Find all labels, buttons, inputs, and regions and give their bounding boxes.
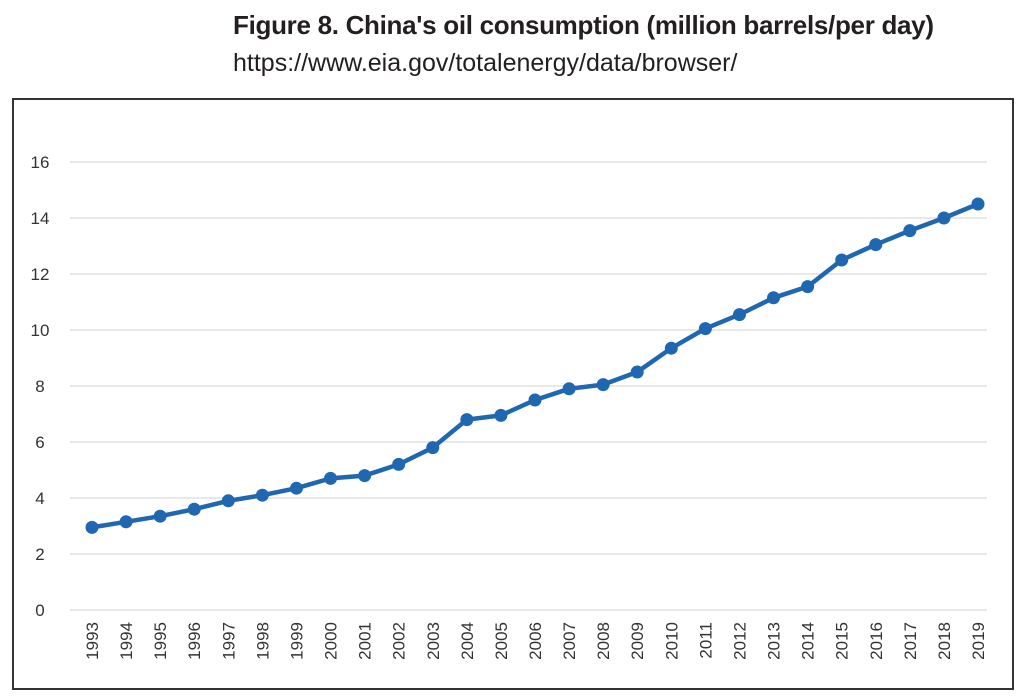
data-point-2004 [460, 413, 474, 427]
data-point-2009 [630, 365, 644, 379]
data-point-1994 [119, 515, 133, 529]
chart-container: 0 2 4 6 8 10 12 14 16 1993 1994 1995 1996 1997 1998 19… [12, 98, 1014, 690]
x-axis-ticks: 1993 1994 1995 1996 1997 1998 1999 2000 2001 2002… [83, 622, 988, 660]
x-tick-label: 2008 [594, 622, 613, 660]
y-tick-label: 16 [31, 153, 50, 172]
x-tick-label: 2016 [867, 622, 886, 660]
data-point-1997 [221, 494, 235, 508]
data-point-2015 [835, 253, 849, 267]
x-tick-label: 1998 [253, 622, 272, 660]
data-point-1999 [289, 481, 303, 495]
x-tick-label: 2007 [560, 622, 579, 660]
x-tick-label: 2001 [356, 622, 375, 660]
data-point-2001 [358, 469, 372, 483]
x-tick-label: 2009 [628, 622, 647, 660]
y-axis-ticks: 0 2 4 6 8 10 12 14 16 [31, 153, 50, 620]
x-tick-label: 1999 [287, 622, 306, 660]
x-tick-label: 2003 [424, 622, 443, 660]
x-tick-label: 2000 [322, 622, 341, 660]
x-tick-label: 2010 [662, 622, 681, 660]
data-point-1993 [85, 520, 99, 534]
x-tick-label: 2011 [696, 622, 715, 659]
x-tick-label: 2019 [969, 622, 988, 660]
x-tick-label: 2006 [526, 622, 545, 660]
data-point-2013 [767, 291, 781, 305]
data-point-2014 [801, 280, 815, 294]
x-tick-label: 2017 [901, 622, 920, 660]
y-tick-label: 2 [35, 545, 44, 564]
x-tick-label: 1994 [117, 622, 136, 660]
data-point-2011 [698, 322, 712, 336]
figure-source-url: https://www.eia.gov/totalenergy/data/bro… [233, 49, 738, 77]
data-point-2012 [732, 308, 746, 322]
data-point-2017 [903, 224, 917, 238]
data-point-1996 [187, 502, 201, 516]
figure-title: Figure 8. China's oil consumption (milli… [233, 10, 934, 40]
x-tick-label: 2004 [458, 622, 477, 660]
data-point-2008 [596, 378, 610, 392]
data-point-2016 [869, 238, 883, 252]
y-tick-label: 10 [31, 321, 50, 340]
x-tick-label: 2012 [730, 622, 749, 660]
x-tick-label: 1993 [83, 622, 102, 660]
data-point-2007 [562, 382, 576, 396]
x-tick-label: 2005 [492, 622, 511, 660]
data-point-2006 [528, 393, 542, 407]
data-point-1998 [255, 488, 269, 502]
x-tick-label: 1996 [185, 622, 204, 660]
chart-frame [12, 98, 1014, 690]
data-point-2005 [494, 408, 508, 422]
y-tick-label: 14 [31, 209, 50, 228]
data-point-2010 [664, 341, 678, 355]
data-point-2002 [392, 457, 406, 471]
series-layer [85, 197, 985, 534]
x-tick-label: 2002 [390, 622, 409, 660]
y-tick-label: 8 [35, 377, 44, 396]
y-tick-label: 4 [35, 489, 44, 508]
x-tick-label: 2018 [935, 622, 954, 660]
data-point-2018 [937, 211, 951, 225]
x-tick-label: 1995 [151, 622, 170, 660]
y-tick-label: 6 [35, 433, 44, 452]
data-point-1995 [153, 509, 167, 523]
x-tick-label: 1997 [219, 622, 238, 660]
x-tick-label: 2014 [799, 622, 818, 660]
y-tick-label: 0 [35, 601, 44, 620]
x-tick-label: 2015 [833, 622, 852, 660]
y-tick-label: 12 [31, 265, 50, 284]
data-point-2019 [971, 197, 985, 211]
x-tick-label: 2013 [765, 622, 784, 660]
data-point-2000 [324, 471, 338, 485]
data-point-2003 [426, 441, 440, 455]
